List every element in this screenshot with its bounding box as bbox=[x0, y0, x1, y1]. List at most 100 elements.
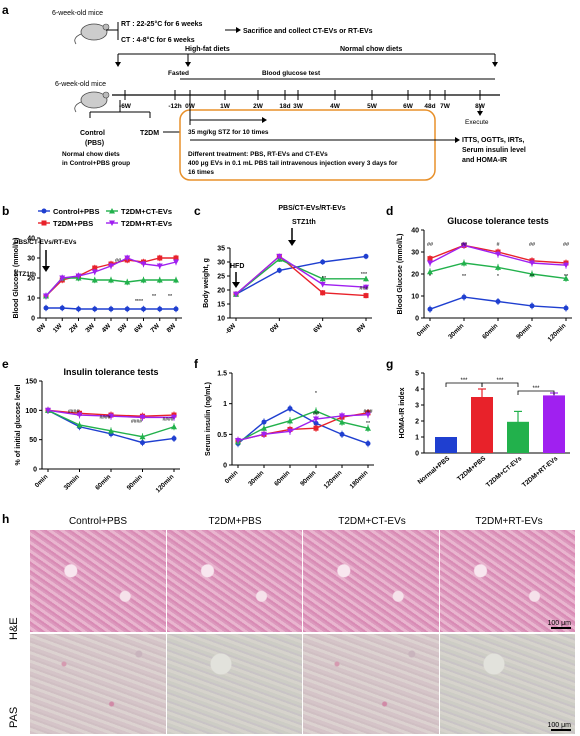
y-tick-label: 1.5 bbox=[217, 371, 227, 378]
svg-text:Serum insulin level: Serum insulin level bbox=[462, 147, 526, 154]
y-tick-label: 40 bbox=[27, 236, 35, 243]
bar bbox=[543, 395, 565, 453]
data-point bbox=[461, 294, 467, 300]
y-tick-label: 10 bbox=[411, 294, 419, 301]
svg-text:High-fat diets: High-fat diets bbox=[185, 46, 230, 53]
data-point bbox=[140, 277, 147, 283]
data-point bbox=[261, 431, 267, 438]
x-tick-label: 0min bbox=[34, 473, 50, 489]
y-tick-label: 40 bbox=[411, 228, 419, 235]
chart-c: 10 15 20 25 30 35 -6W 0W 6W 8W Body weight, g PBS/C… bbox=[203, 205, 372, 336]
data-point bbox=[233, 291, 239, 298]
panel-h-label: h bbox=[2, 512, 10, 526]
y-tick-label: 35 bbox=[217, 246, 225, 253]
series-line bbox=[237, 407, 369, 445]
stat-mark: ### bbox=[359, 286, 369, 292]
data-point bbox=[313, 420, 319, 426]
data-point bbox=[529, 260, 535, 266]
y-axis-label: Body weight, g bbox=[203, 258, 210, 308]
timeline-label: -12h bbox=[168, 103, 181, 110]
data-point bbox=[76, 412, 83, 419]
data-point bbox=[427, 256, 433, 262]
svg-text:RT : 22-25°C for 6 weeks: RT : 22-25°C for 6 weeks bbox=[121, 20, 202, 28]
panel-f: f 0 0.5 1 1.5 0min 30min 60min 90min 120min 180mi… bbox=[192, 353, 382, 503]
y-tick-label: 0 bbox=[31, 316, 35, 323]
x-tick-label: 5W bbox=[117, 322, 129, 334]
data-point bbox=[563, 275, 569, 281]
data-point bbox=[563, 262, 569, 269]
stat-mark: *** bbox=[496, 378, 504, 384]
x-tick-label: 0min bbox=[224, 469, 240, 485]
x-tick-label: 90min bbox=[126, 473, 144, 491]
x-tick-label: 1W bbox=[52, 322, 64, 334]
svg-text:6-week-old mice: 6-week-old mice bbox=[55, 81, 106, 88]
stat-mark: ** bbox=[152, 294, 157, 300]
x-tick-label: 30min bbox=[63, 473, 81, 491]
stat-mark: ## bbox=[427, 242, 434, 248]
timeline-label: 6W bbox=[403, 103, 414, 110]
stat-mark: ## bbox=[563, 242, 570, 248]
arrow-head bbox=[288, 240, 296, 246]
x-tick-label: 6W bbox=[133, 322, 145, 334]
chart-title: Glucose tolerance tests bbox=[447, 216, 549, 226]
annotation: PBS/CT-EVs/RT-EVs bbox=[14, 239, 77, 246]
data-point bbox=[75, 273, 82, 279]
x-tick-label: 2W bbox=[68, 322, 80, 334]
data-point bbox=[108, 277, 114, 283]
svg-text:6-week-old mice: 6-week-old mice bbox=[52, 10, 103, 17]
data-point bbox=[92, 265, 98, 271]
bar bbox=[435, 437, 457, 453]
svg-text:Normal chow diets: Normal chow diets bbox=[62, 151, 120, 158]
histology-image bbox=[166, 634, 302, 734]
y-tick-label: 0 bbox=[415, 451, 419, 458]
timeline-label: 4W bbox=[330, 103, 341, 110]
stat-mark: ### bbox=[363, 409, 373, 415]
data-point bbox=[287, 406, 293, 412]
data-point bbox=[108, 413, 114, 420]
x-tick-label: 0min bbox=[416, 322, 432, 338]
y-tick-label: 20 bbox=[27, 276, 35, 283]
histology-image bbox=[30, 530, 166, 632]
data-point bbox=[59, 275, 66, 281]
data-point bbox=[124, 255, 131, 261]
annotation: HFD bbox=[230, 263, 244, 270]
data-point bbox=[235, 437, 241, 444]
data-point bbox=[156, 263, 163, 269]
panel-g: g 0 1 2 3 4 5 HOMA-IR index Normal+PBS T2DM+PBS T… bbox=[384, 353, 580, 508]
y-tick-label: 0 bbox=[415, 316, 419, 323]
he-row: 100 μm bbox=[30, 530, 576, 632]
stat-mark: ** bbox=[366, 421, 371, 427]
stat-mark: *** bbox=[361, 272, 368, 278]
y-tick-label: 1 bbox=[415, 435, 419, 442]
data-point bbox=[92, 306, 98, 312]
arrow-head bbox=[42, 266, 50, 272]
stat-mark: ## bbox=[313, 411, 320, 417]
data-point bbox=[173, 259, 179, 265]
stat-mark: ** bbox=[168, 294, 173, 300]
x-tick-label: 3W bbox=[84, 322, 96, 334]
svg-text:(PBS): (PBS) bbox=[85, 140, 104, 147]
data-point bbox=[287, 428, 293, 435]
panel-e: e 0 50 100 150 0min 30min 60min 90min 120min% of… bbox=[0, 353, 203, 503]
row-header: H&E bbox=[8, 617, 20, 640]
data-point bbox=[287, 417, 293, 424]
timeline: -6W-12h0W1W2W18d3W4W5W6W48d7W8W bbox=[119, 90, 486, 110]
legend-label: T2DM+PBS bbox=[53, 219, 93, 228]
data-point bbox=[171, 414, 177, 421]
data-point bbox=[41, 220, 47, 226]
timeline-label: 7W bbox=[440, 103, 451, 110]
data-point bbox=[140, 261, 147, 267]
svg-text:35 mg/kg STZ for 10 times: 35 mg/kg STZ for 10 times bbox=[188, 129, 269, 136]
x-tick-label: T2DM+PBS bbox=[456, 455, 488, 483]
data-point bbox=[529, 303, 535, 309]
data-point bbox=[76, 422, 83, 428]
histology-image bbox=[30, 634, 166, 734]
data-point bbox=[141, 306, 146, 312]
treatment-box bbox=[179, 109, 436, 181]
x-tick-label: 8W bbox=[166, 322, 178, 334]
col-header: T2DM+PBS bbox=[208, 516, 262, 527]
data-point bbox=[563, 305, 569, 311]
y-tick-label: 10 bbox=[217, 316, 225, 323]
data-point bbox=[76, 306, 81, 312]
chart-d: 0 10 20 30 40 0min 30min 60min 90min 120min Blood … bbox=[397, 216, 572, 343]
